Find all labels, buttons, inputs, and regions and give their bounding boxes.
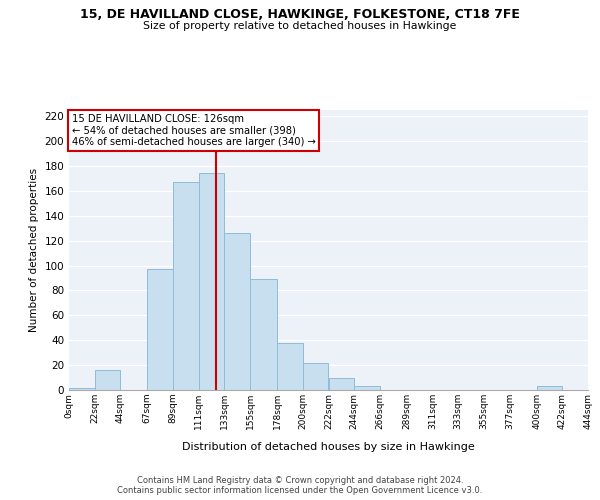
Text: 15, DE HAVILLAND CLOSE, HAWKINGE, FOLKESTONE, CT18 7FE: 15, DE HAVILLAND CLOSE, HAWKINGE, FOLKES… xyxy=(80,8,520,20)
Bar xyxy=(250,279,277,390)
Text: Distribution of detached houses by size in Hawkinge: Distribution of detached houses by size … xyxy=(182,442,475,452)
Text: Size of property relative to detached houses in Hawkinge: Size of property relative to detached ho… xyxy=(143,21,457,31)
Text: 15 DE HAVILLAND CLOSE: 126sqm
← 54% of detached houses are smaller (398)
46% of : 15 DE HAVILLAND CLOSE: 126sqm ← 54% of d… xyxy=(71,114,316,148)
Bar xyxy=(199,174,224,390)
Bar xyxy=(536,386,562,390)
Bar xyxy=(95,370,121,390)
Bar xyxy=(303,362,329,390)
Bar xyxy=(354,386,380,390)
Text: Contains public sector information licensed under the Open Government Licence v3: Contains public sector information licen… xyxy=(118,486,482,495)
Bar xyxy=(329,378,354,390)
Bar xyxy=(69,388,95,390)
Y-axis label: Number of detached properties: Number of detached properties xyxy=(29,168,39,332)
Bar xyxy=(224,233,250,390)
Bar xyxy=(277,342,303,390)
Text: Contains HM Land Registry data © Crown copyright and database right 2024.: Contains HM Land Registry data © Crown c… xyxy=(137,476,463,485)
Bar xyxy=(148,270,173,390)
Bar xyxy=(173,182,199,390)
